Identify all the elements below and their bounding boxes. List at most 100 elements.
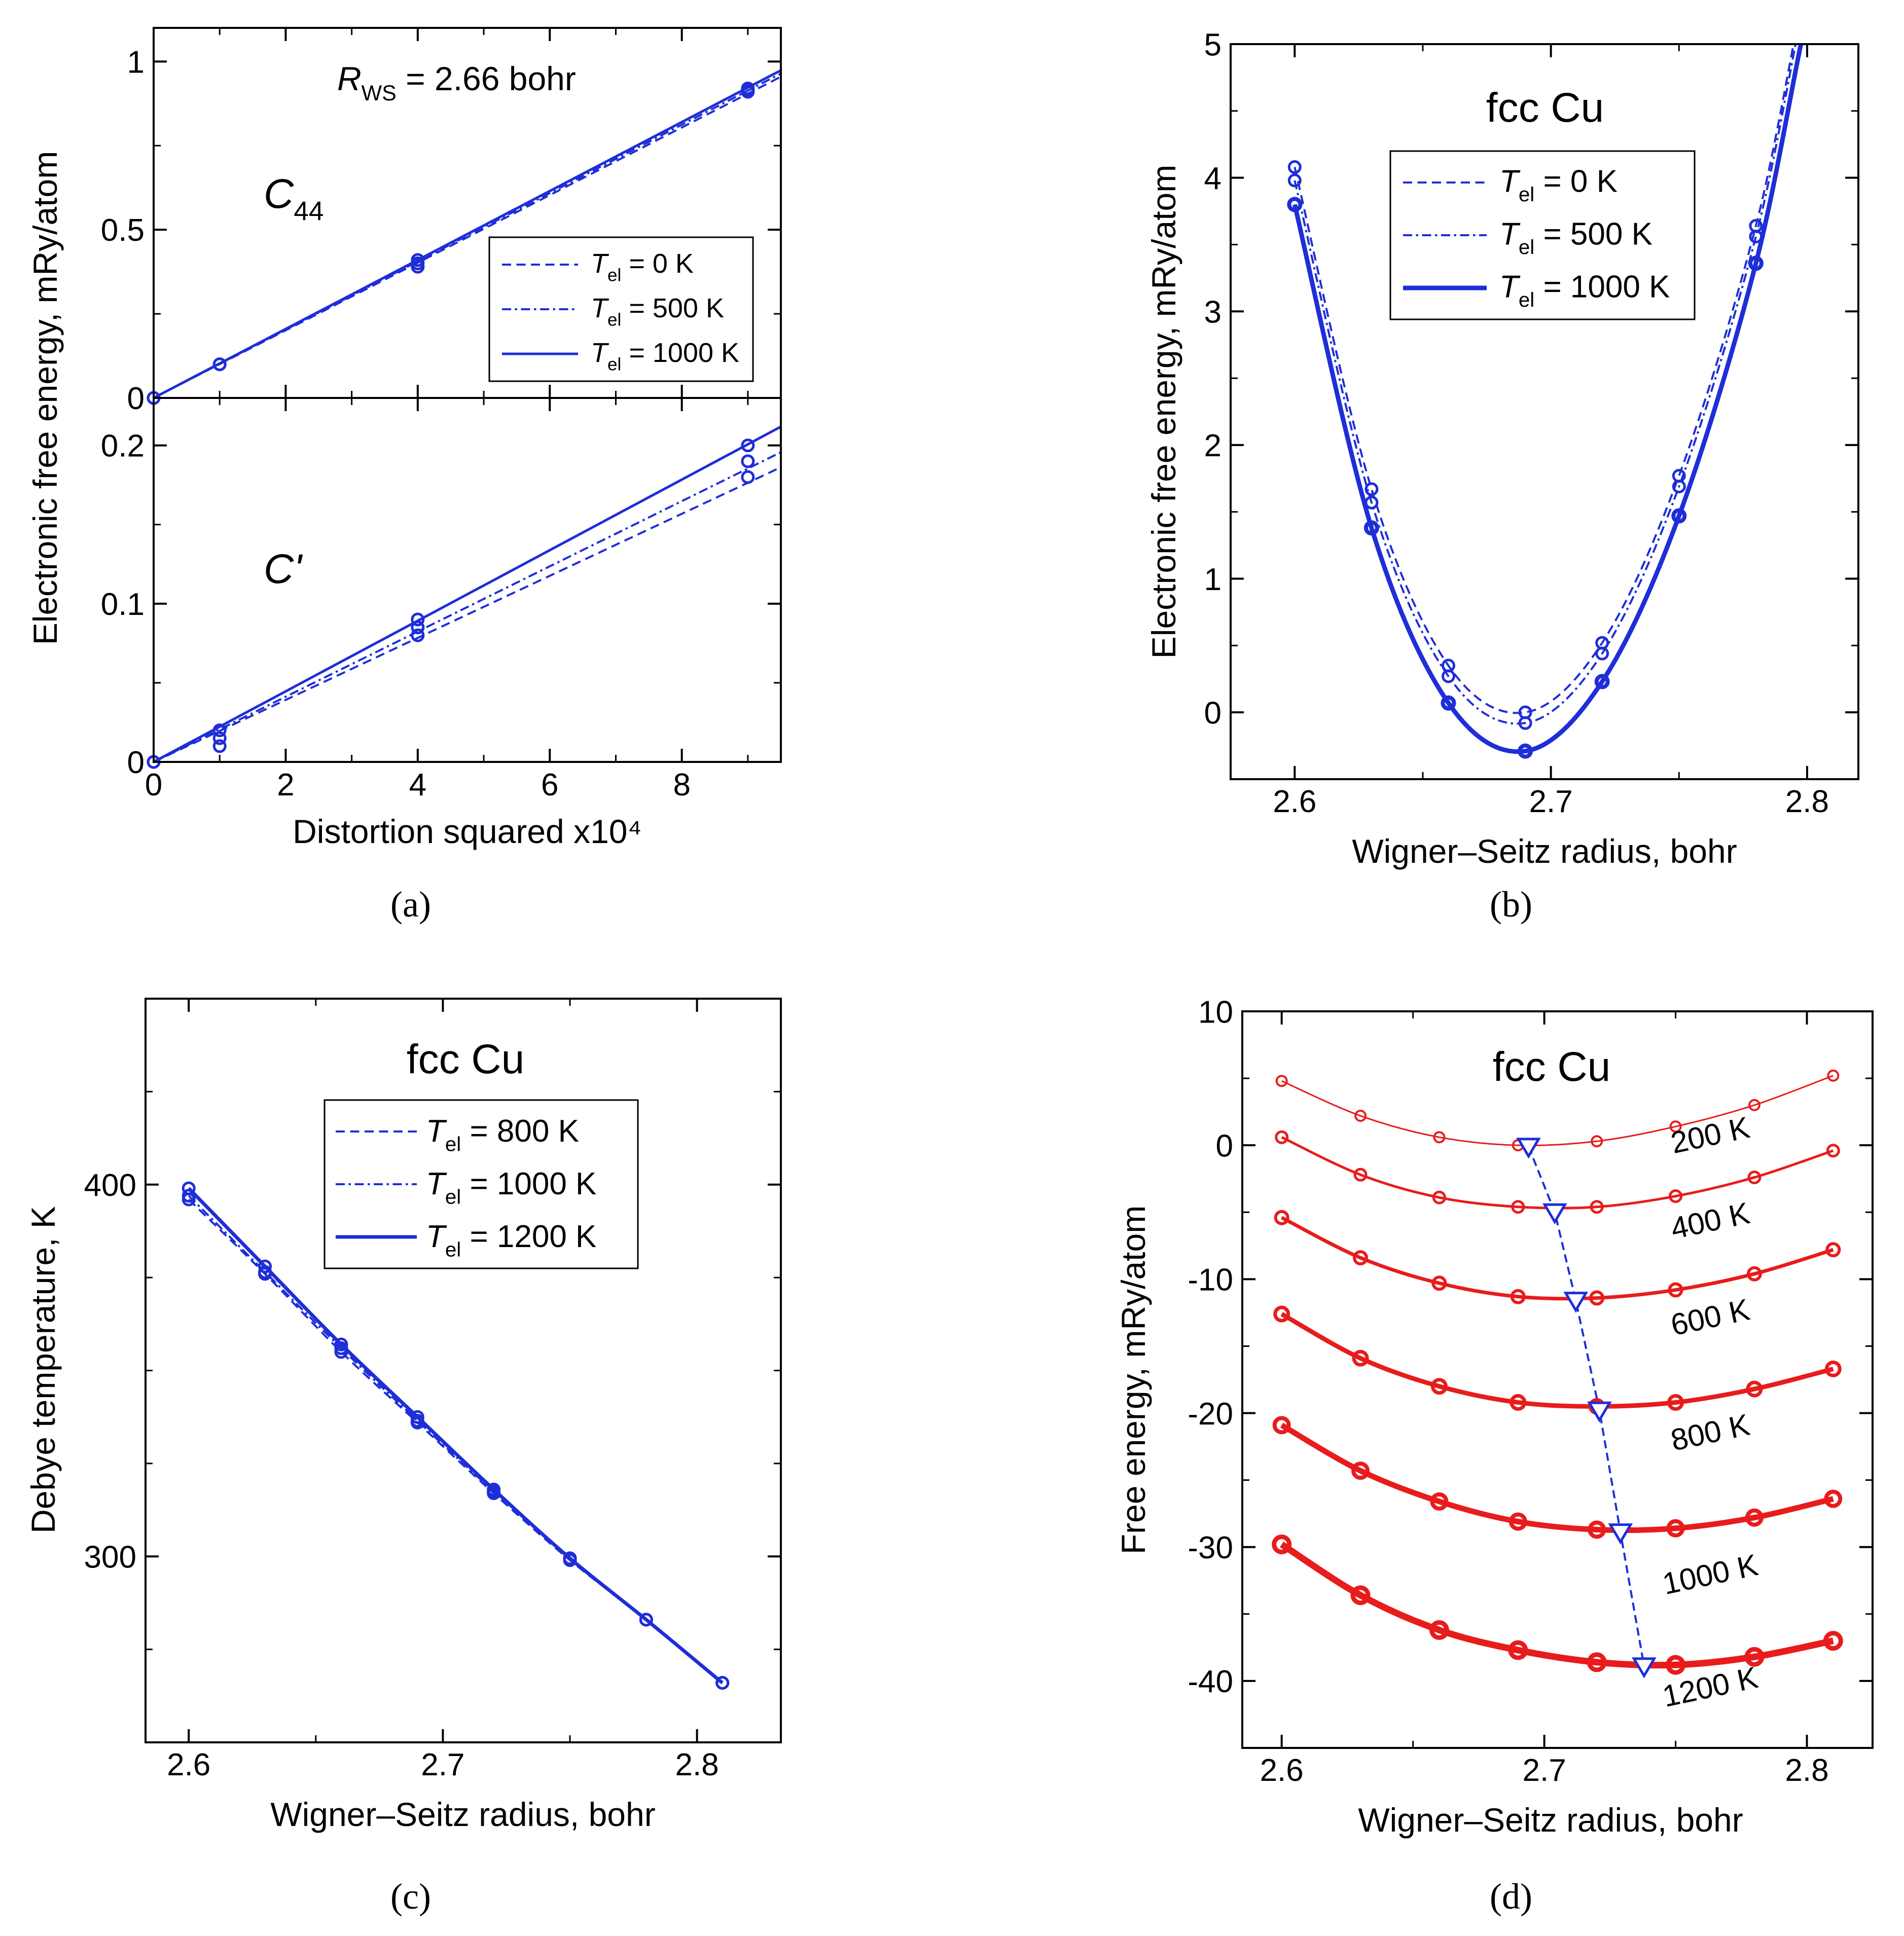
data-point [1826,1144,1840,1158]
x-tick-label: 4 [409,768,426,802]
x-tick-label: 2 [277,768,294,802]
legend-entry: Tel = 1000 K [1499,270,1670,312]
data-point [1511,1200,1525,1214]
data-point [1508,1640,1528,1660]
rws-annotation: RWS = 2.66 bohr [337,60,576,105]
chart-title: fcc Cu [1493,1044,1610,1090]
y-tick-label: 300 [84,1540,136,1575]
x-tick-label: 0 [145,768,162,802]
data-point [563,1551,577,1565]
x-tick-label: 2.6 [1273,784,1316,819]
data-point [1351,1462,1370,1480]
minimum-marker [1542,1203,1567,1225]
data-point [1430,1492,1449,1511]
data-point [741,439,755,453]
data-point [1350,1585,1371,1605]
minimum-marker [1587,1401,1612,1423]
data-point [1668,1282,1683,1298]
data-point [1746,1380,1763,1398]
legend-entry: Tel = 0 K [1499,164,1618,206]
data-point [639,1613,653,1627]
y-axis-label: Electronic free energy, mRy/atom [1145,165,1182,659]
data-point [1272,1416,1291,1435]
data-point [741,81,755,95]
series-curve [188,1195,723,1684]
data-point [1671,508,1687,524]
minimum-marker [1608,1523,1633,1545]
data-point [1746,1266,1762,1282]
series-line [153,425,782,763]
panel-label-a: (a) [390,884,431,925]
data-point [1272,1534,1292,1554]
data-point [1273,1305,1290,1323]
data-point [1433,1131,1446,1144]
x-tick-label: 2.8 [675,1747,719,1782]
minimum-marker [1516,1138,1541,1159]
data-point [1354,1110,1367,1122]
panel-label-c: (c) [390,1876,431,1917]
data-point [1587,1652,1607,1672]
data-point [1275,1075,1288,1087]
series-curve [187,1187,724,1685]
data-point [1429,1620,1449,1640]
data-point [1431,1275,1447,1291]
temperature-label: 600 K [1668,1292,1752,1342]
series-curve [1280,1541,1834,1669]
data-point [1672,480,1686,494]
y-tick-label: 0 [127,381,145,416]
x-tick-label: 2.7 [421,1747,464,1782]
x-axis-label: Wigner–Seitz radius, bohr [1352,832,1737,870]
minimum-marker [1563,1292,1589,1313]
x-axis-label: Wigner–Seitz radius, bohr [1358,1801,1743,1839]
data-point [1518,743,1533,759]
data-point [1824,1489,1843,1508]
data-point [1667,1394,1684,1411]
panel-label-b: (b) [1490,884,1532,925]
data-point [1594,674,1610,689]
y-tick-label: 0.1 [101,587,145,622]
chart-panel-c: 2.6 2.7 2.8 300 400 fcc Cu Tel = 800 K Tel = 10… [24,998,782,1833]
minima-path [1527,1146,1645,1667]
chart-panel-d: 2.6 2.7 2.8 10 0 -10 -20 -30 -40 200 K 400 K 600 K 8… [1115,995,1874,1839]
data-point [182,1181,196,1195]
data-point [1745,1508,1764,1527]
data-point [1825,1242,1841,1258]
legend-entry: Tel = 0 K [591,248,694,285]
data-point [411,253,425,267]
y-tick-label: 0 [1204,696,1222,731]
data-point [1364,482,1379,496]
data-point [1352,1349,1369,1367]
data-point [1588,1520,1606,1539]
x-tick-label: 2.6 [167,1747,210,1782]
series-curve [1280,1422,1834,1533]
y-tick-label: 2 [1204,428,1222,463]
series-curve [1280,1312,1834,1409]
series-curve [188,1198,723,1684]
series-curve [1294,44,1797,725]
legend-entry: Tel = 1000 K [426,1166,596,1209]
legend-entry: Tel = 1000 K [591,338,739,374]
data-point [212,739,227,753]
series-curve [1294,44,1795,714]
data-point [258,1259,272,1273]
chart-panel-a: 0 0.5 1 0 0.1 0.2 0 2 4 6 8 RWS = 2.66 bohr C44 C' Tel… [26,27,782,850]
legend-box [488,236,754,382]
y-tick-label: 10 [1198,995,1233,1030]
x-tick-label: 2.8 [1785,1753,1828,1788]
y-tick-label: 400 [84,1168,136,1203]
data-point [1590,1200,1604,1214]
series-line [153,451,781,763]
x-tick-label: 2.8 [1785,784,1829,819]
data-point [1748,1099,1761,1111]
data-point [1441,695,1456,711]
series-line [153,69,782,399]
data-point [1274,1210,1289,1225]
data-point [212,357,227,372]
y-tick-label: 5 [1204,27,1222,62]
data-point [1363,520,1379,536]
data-point [212,723,227,738]
data-point [1442,669,1456,683]
y-tick-label: 3 [1204,295,1222,330]
data-point [487,1482,501,1496]
data-point [1589,1290,1605,1306]
